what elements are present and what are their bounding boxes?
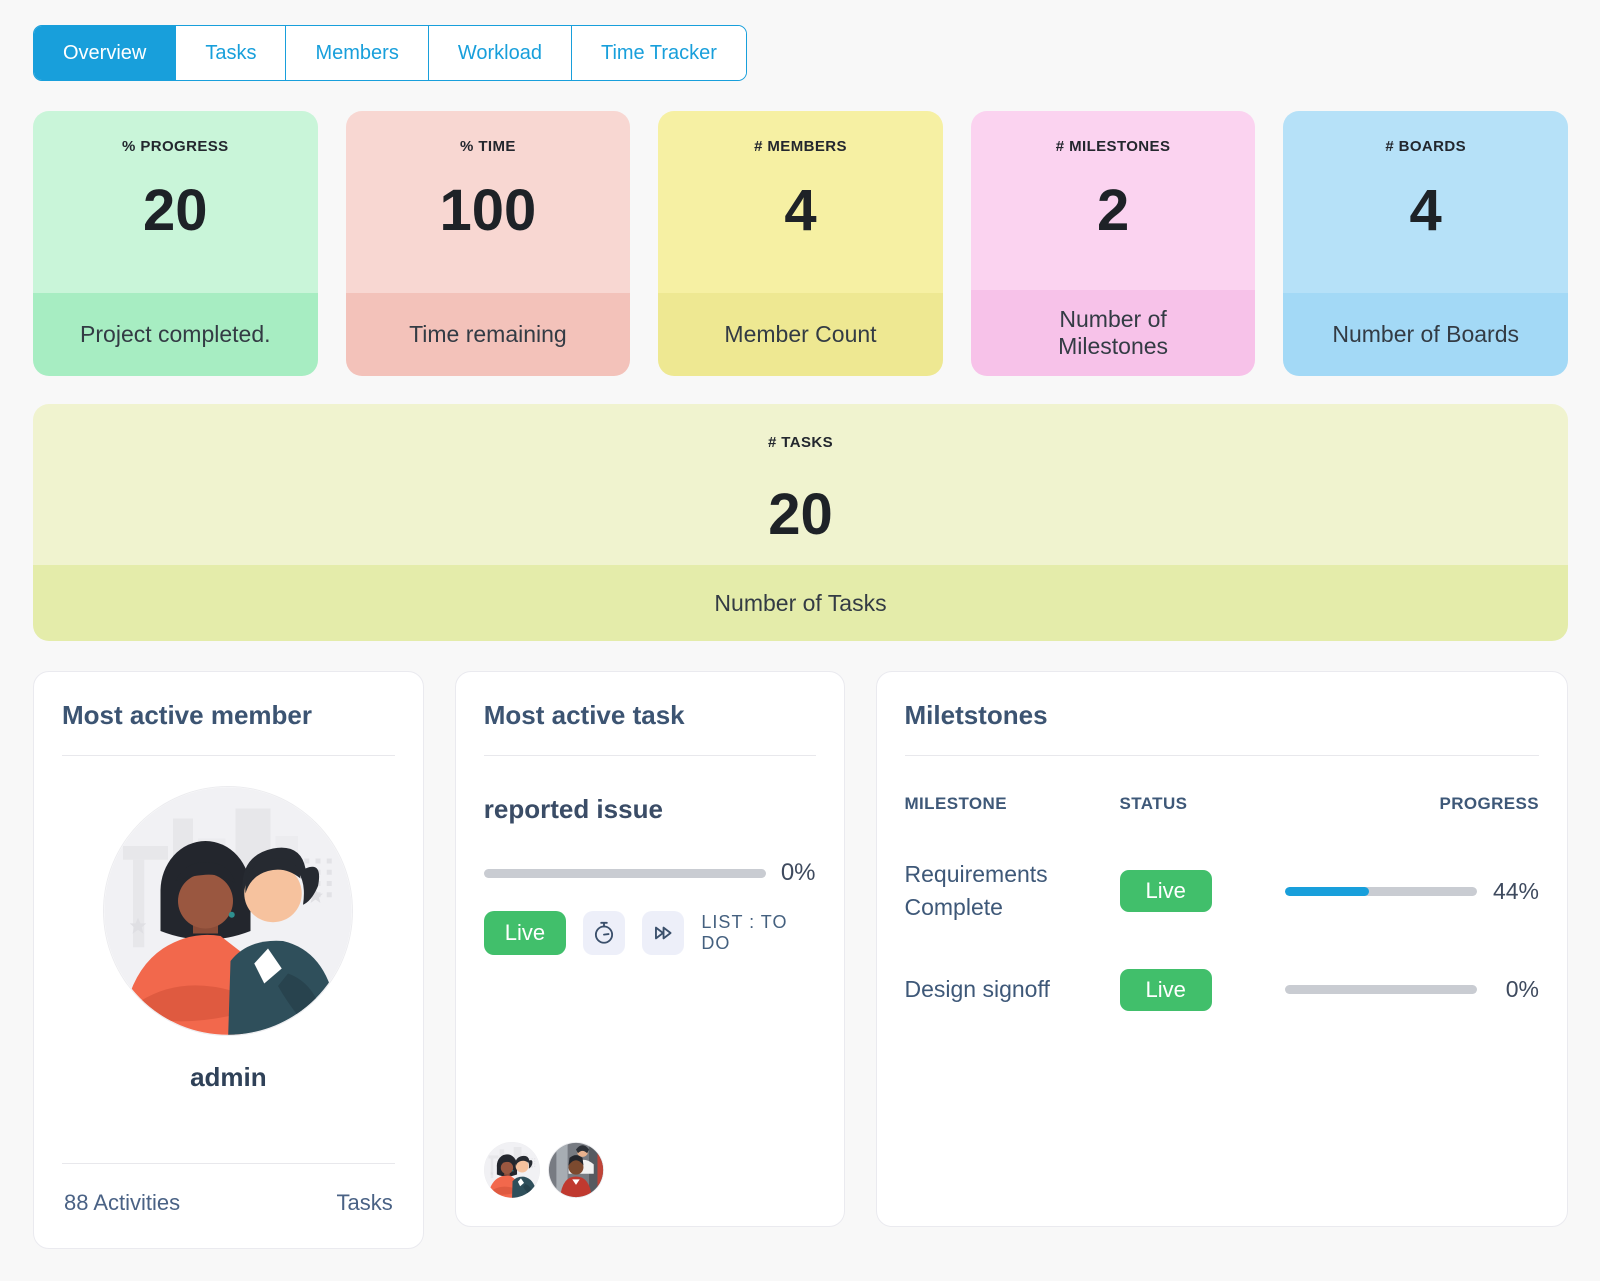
assignee-avatar	[548, 1142, 604, 1198]
divider	[483, 755, 816, 756]
milestones-card: Miletstones MILESTONE STATUS PROGRESS Re…	[875, 671, 1569, 1227]
progress-track	[483, 868, 766, 878]
stat-label: # BOARDS	[1385, 138, 1467, 155]
member-activities-count: 88 Activities	[64, 1190, 181, 1215]
progress-percentage: 0%	[1505, 976, 1540, 1003]
column-header-progress: PROGRESS	[1439, 794, 1540, 813]
stat-label: % TIME	[460, 138, 516, 155]
stat-card-tasks: # TASKS 20 Number of Tasks	[33, 404, 1568, 641]
stat-label: # MILESTONES	[1055, 138, 1171, 155]
divider	[62, 1163, 395, 1164]
tab-bar: Overview Tasks Members Workload Time Tra…	[33, 25, 747, 81]
progress-percentage: 44%	[1492, 877, 1540, 904]
milestones-table-header: MILESTONE STATUS PROGRESS	[905, 794, 1540, 814]
task-assignee-avatars	[484, 1142, 816, 1198]
fast-forward-icon	[655, 926, 672, 940]
stat-label: # TASKS	[767, 434, 834, 451]
progress-percentage: 0%	[780, 859, 816, 886]
column-header-status: STATUS	[1119, 794, 1188, 813]
progress-fill	[1284, 886, 1370, 896]
stat-value: 4	[1409, 178, 1442, 243]
milestone-row: Requirements Complete Live 44%	[905, 858, 1540, 925]
task-actions: Live LIST : TO DO	[483, 911, 816, 955]
most-active-member-card: Most active member admin 88 Activities T…	[33, 671, 424, 1249]
stat-value: 100	[439, 178, 537, 243]
stats-row: % PROGRESS 20 Project completed. % TIME …	[33, 111, 1568, 376]
member-footer: 88 Activities Tasks	[62, 1164, 395, 1220]
stat-description: Number of Boards	[1283, 293, 1568, 376]
stat-card-members: # MEMBERS 4 Member Count	[658, 111, 943, 376]
stat-label: # MEMBERS	[754, 138, 847, 155]
stat-description: Project completed.	[33, 293, 318, 376]
member-name: admin	[190, 1062, 267, 1092]
tab-workload[interactable]: Workload	[427, 26, 571, 80]
stat-description: Time remaining	[345, 293, 631, 376]
progress-track	[1284, 886, 1478, 896]
stat-description: Member Count	[658, 293, 943, 376]
stat-card-time: % TIME 100 Time remaining	[345, 111, 631, 376]
stat-card-milestones: # MILESTONES 2 Number of Milestones	[970, 111, 1256, 376]
column-header-milestone: MILESTONE	[904, 794, 1007, 813]
stat-description: Number of Milestones	[970, 290, 1256, 376]
tab-members[interactable]: Members	[285, 26, 428, 80]
member-avatar	[103, 786, 353, 1036]
milestone-status-button[interactable]: Live	[1119, 968, 1212, 1011]
panel-title: Miletstones	[904, 700, 1048, 730]
milestone-name: Design signoff	[904, 976, 1050, 1003]
assignee-avatar	[484, 1142, 540, 1198]
milestone-row: Design signoff Live 0%	[904, 968, 1540, 1011]
live-status-button[interactable]: Live	[483, 911, 567, 955]
tab-tasks[interactable]: Tasks	[175, 26, 286, 80]
tab-overview[interactable]: Overview	[34, 26, 176, 80]
progress-track	[1284, 985, 1478, 995]
stat-value: 4	[784, 178, 817, 243]
stat-value: 20	[143, 178, 208, 243]
stat-card-boards: # BOARDS 4 Number of Boards	[1283, 111, 1568, 376]
fast-forward-button[interactable]	[642, 911, 685, 955]
two-people-illustration-icon	[484, 1142, 540, 1198]
two-people-illustration-icon	[103, 786, 353, 1036]
divider	[904, 755, 1540, 756]
dashboard-page: Overview Tasks Members Workload Time Tra…	[33, 25, 1569, 1249]
divider	[62, 755, 395, 756]
task-name: reported issue	[483, 794, 663, 824]
barber-scene-illustration-icon	[548, 1142, 604, 1198]
milestone-progress: 44%	[1284, 877, 1540, 905]
stat-value: 2	[1096, 178, 1130, 243]
stopwatch-button[interactable]	[583, 911, 626, 955]
milestone-progress: 0%	[1284, 976, 1540, 1003]
stat-value: 20	[768, 482, 833, 547]
stat-description: Number of Tasks	[33, 565, 1568, 641]
task-progress: 0%	[483, 859, 816, 887]
panel-title: Most active task	[483, 700, 685, 730]
task-list-status: LIST : TO DO	[701, 912, 788, 953]
milestone-name: Requirements Complete	[904, 861, 1048, 921]
stat-label: % PROGRESS	[122, 138, 229, 155]
stat-card-progress: % PROGRESS 20 Project completed.	[33, 111, 318, 376]
most-active-task-card: Most active task reported issue 0% Live	[454, 671, 845, 1227]
member-tasks-link[interactable]: Tasks	[336, 1190, 393, 1215]
stopwatch-icon	[595, 921, 614, 944]
milestone-status-button[interactable]: Live	[1119, 870, 1212, 913]
panel-title: Most active member	[62, 700, 312, 730]
bottom-panels-row: Most active member admin 88 Activities T…	[33, 671, 1569, 1249]
tab-time-tracker[interactable]: Time Tracker	[570, 26, 746, 80]
